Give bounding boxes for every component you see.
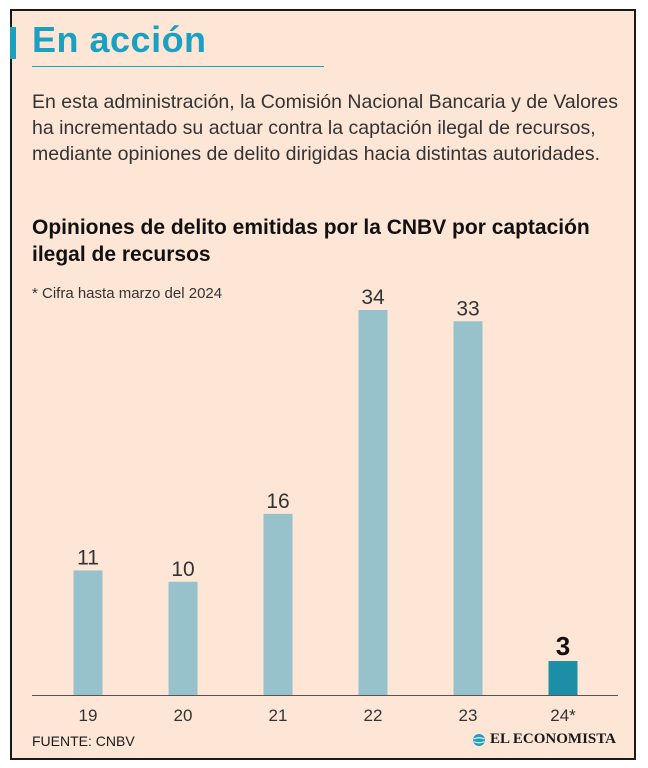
source-label: FUENTE: CNBV xyxy=(32,733,135,749)
bar-20 xyxy=(168,581,198,695)
data-label: 10 xyxy=(171,558,194,581)
data-label: 16 xyxy=(266,490,289,513)
x-tick-label: 22 xyxy=(364,706,383,725)
x-tick-label: 21 xyxy=(269,706,288,725)
data-label: 11 xyxy=(77,546,99,569)
brand-globe-icon xyxy=(473,733,485,746)
brand: EL ECONOMISTA xyxy=(472,731,616,748)
x-tick-label: 20 xyxy=(174,706,193,725)
x-tick-label: 23 xyxy=(459,706,478,725)
title-accent-bar xyxy=(10,27,16,59)
data-label: 33 xyxy=(456,297,479,320)
page-title: En acción xyxy=(32,19,207,60)
brand-name: EL ECONOMISTA xyxy=(490,731,616,747)
bar-22 xyxy=(358,310,388,695)
bar-24 xyxy=(548,661,578,695)
data-label: 34 xyxy=(361,287,385,309)
data-label: 3 xyxy=(556,631,570,661)
bar-23 xyxy=(453,321,483,695)
x-tick-label: 24* xyxy=(550,706,576,725)
bar-chart: 11 19 10 20 16 21 34 22 33 23 3 24* xyxy=(32,287,618,725)
intro-paragraph: En esta administración, la Comisión Naci… xyxy=(32,91,619,165)
bar-21 xyxy=(263,513,293,695)
x-tick-label: 19 xyxy=(79,706,98,725)
chart-footnote: * Cifra hasta marzo del 2024 xyxy=(32,285,223,302)
infographic-frame: En acción En esta administración, la Com… xyxy=(10,9,636,760)
bar-19 xyxy=(73,570,103,695)
chart-title: Opiniones de delito emitidas por la CNBV… xyxy=(32,216,590,266)
title-underline xyxy=(32,66,324,67)
